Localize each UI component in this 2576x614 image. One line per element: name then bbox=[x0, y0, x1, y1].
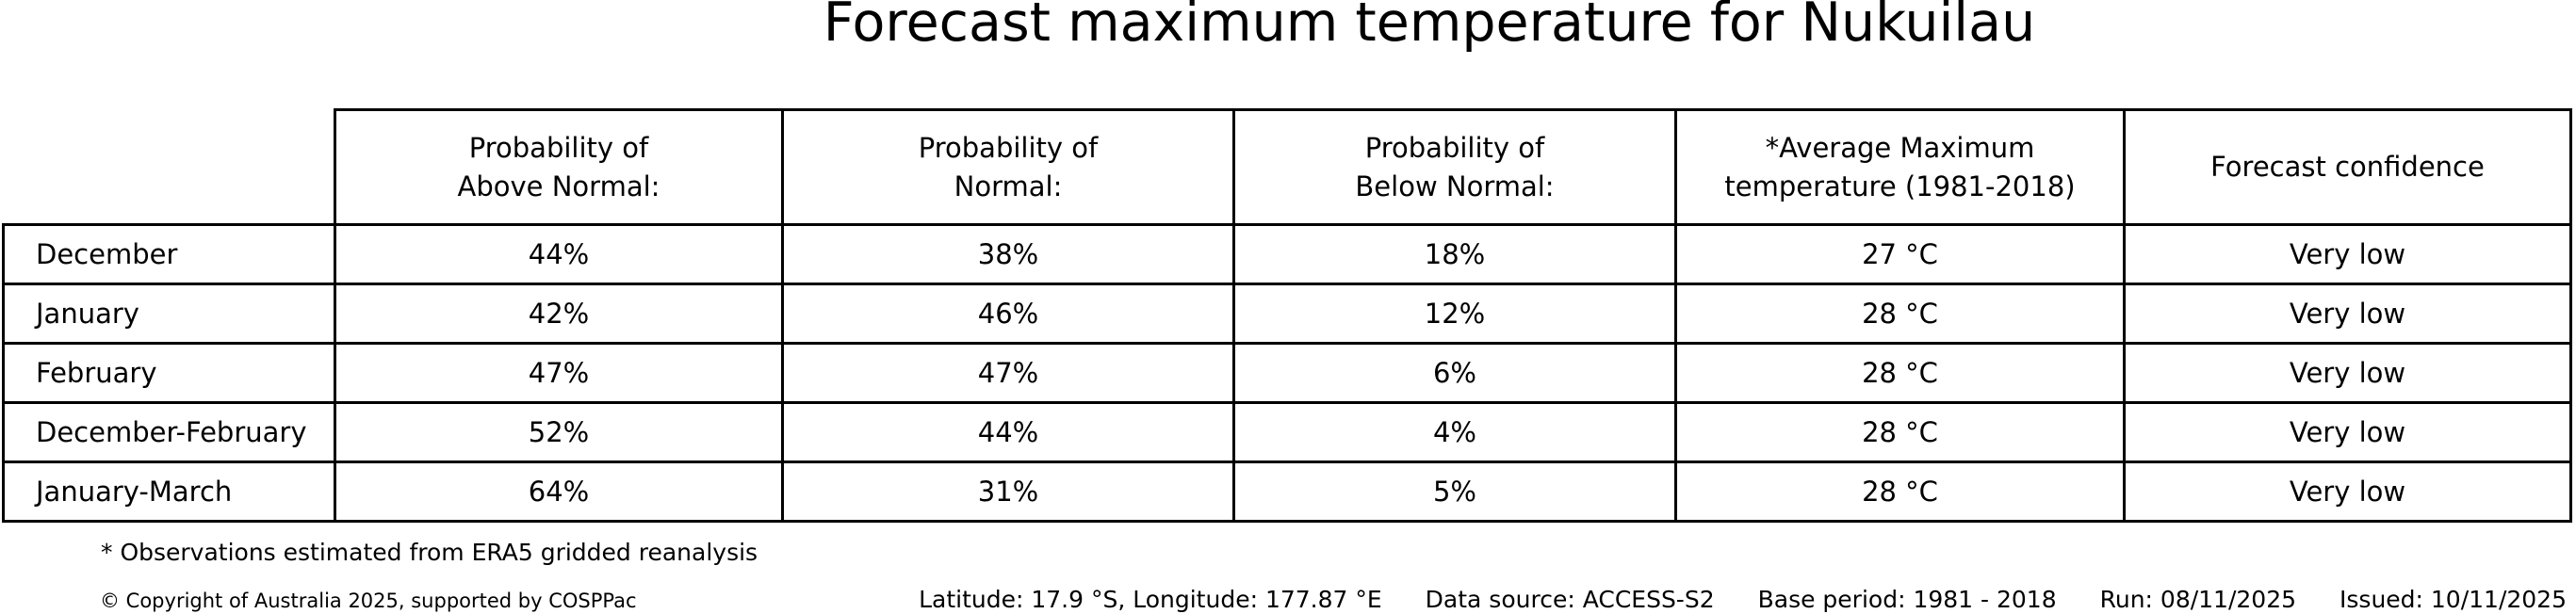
cell-below-normal: 18% bbox=[1232, 223, 1677, 285]
header-spacer-cell bbox=[4, 110, 335, 225]
cell-confidence: Very low bbox=[2123, 283, 2572, 345]
cell-above-normal: 52% bbox=[334, 401, 784, 463]
row-label: December bbox=[2, 223, 336, 285]
header-row: Probability of Above Normal: Probability… bbox=[4, 108, 2572, 226]
table-row-december-february: December-February 52% 44% 4% 28 °C Very … bbox=[2, 401, 2572, 463]
column-header-forecast-confidence: Forecast confidence bbox=[2123, 108, 2572, 226]
column-header-average-max-temp: *Average Maximum temperature (1981-2018) bbox=[1674, 108, 2126, 226]
table-row-december: December 44% 38% 18% 27 °C Very low bbox=[2, 223, 2572, 285]
column-header-normal: Probability of Normal: bbox=[781, 108, 1235, 226]
column-header-above-normal: Probability of Above Normal: bbox=[334, 108, 784, 226]
cell-normal: 31% bbox=[781, 460, 1235, 523]
cell-above-normal: 47% bbox=[334, 342, 784, 404]
cell-normal: 44% bbox=[781, 401, 1235, 463]
cell-average-temp: 28 °C bbox=[1674, 342, 2126, 404]
cell-confidence: Very low bbox=[2123, 223, 2572, 285]
cell-normal: 47% bbox=[781, 342, 1235, 404]
cell-above-normal: 64% bbox=[334, 460, 784, 523]
page-title: Forecast maximum temperature for Nukuila… bbox=[823, 0, 2036, 54]
cell-average-temp: 28 °C bbox=[1674, 401, 2126, 463]
cell-below-normal: 4% bbox=[1232, 401, 1677, 463]
row-label: January bbox=[2, 283, 336, 345]
row-label: January-March bbox=[2, 460, 336, 523]
table-row-january-march: January-March 64% 31% 5% 28 °C Very low bbox=[2, 460, 2572, 523]
column-header-below-normal: Probability of Below Normal: bbox=[1232, 108, 1677, 226]
cell-below-normal: 12% bbox=[1232, 283, 1677, 345]
cell-average-temp: 27 °C bbox=[1674, 223, 2126, 285]
issued-date-text: Issued: 10/11/2025 bbox=[2340, 586, 2567, 613]
cell-below-normal: 5% bbox=[1232, 460, 1677, 523]
cell-normal: 38% bbox=[781, 223, 1235, 285]
table-row-february: February 47% 47% 6% 28 °C Very low bbox=[2, 342, 2572, 404]
footer-bar: © Copyright of Australia 2025, supported… bbox=[100, 586, 2567, 613]
run-date-text: Run: 08/11/2025 bbox=[2099, 586, 2297, 613]
table-row-january: January 42% 46% 12% 28 °C Very low bbox=[2, 283, 2572, 345]
forecast-table: Probability of Above Normal: Probability… bbox=[2, 108, 2572, 523]
observations-footnote: * Observations estimated from ERA5 gridd… bbox=[101, 539, 758, 566]
cell-confidence: Very low bbox=[2123, 342, 2572, 404]
copyright-text: © Copyright of Australia 2025, supported… bbox=[100, 590, 637, 612]
cell-normal: 46% bbox=[781, 283, 1235, 345]
row-label: December-February bbox=[2, 401, 336, 463]
row-label: February bbox=[2, 342, 336, 404]
cell-confidence: Very low bbox=[2123, 401, 2572, 463]
data-source-text: Data source: ACCESS-S2 bbox=[1425, 586, 1715, 613]
cell-average-temp: 28 °C bbox=[1674, 283, 2126, 345]
cell-above-normal: 44% bbox=[334, 223, 784, 285]
cell-confidence: Very low bbox=[2123, 460, 2572, 523]
cell-above-normal: 42% bbox=[334, 283, 784, 345]
base-period-text: Base period: 1981 - 2018 bbox=[1757, 586, 2057, 613]
location-text: Latitude: 17.9 °S, Longitude: 177.87 °E bbox=[919, 586, 1382, 613]
cell-below-normal: 6% bbox=[1232, 342, 1677, 404]
cell-average-temp: 28 °C bbox=[1674, 460, 2126, 523]
